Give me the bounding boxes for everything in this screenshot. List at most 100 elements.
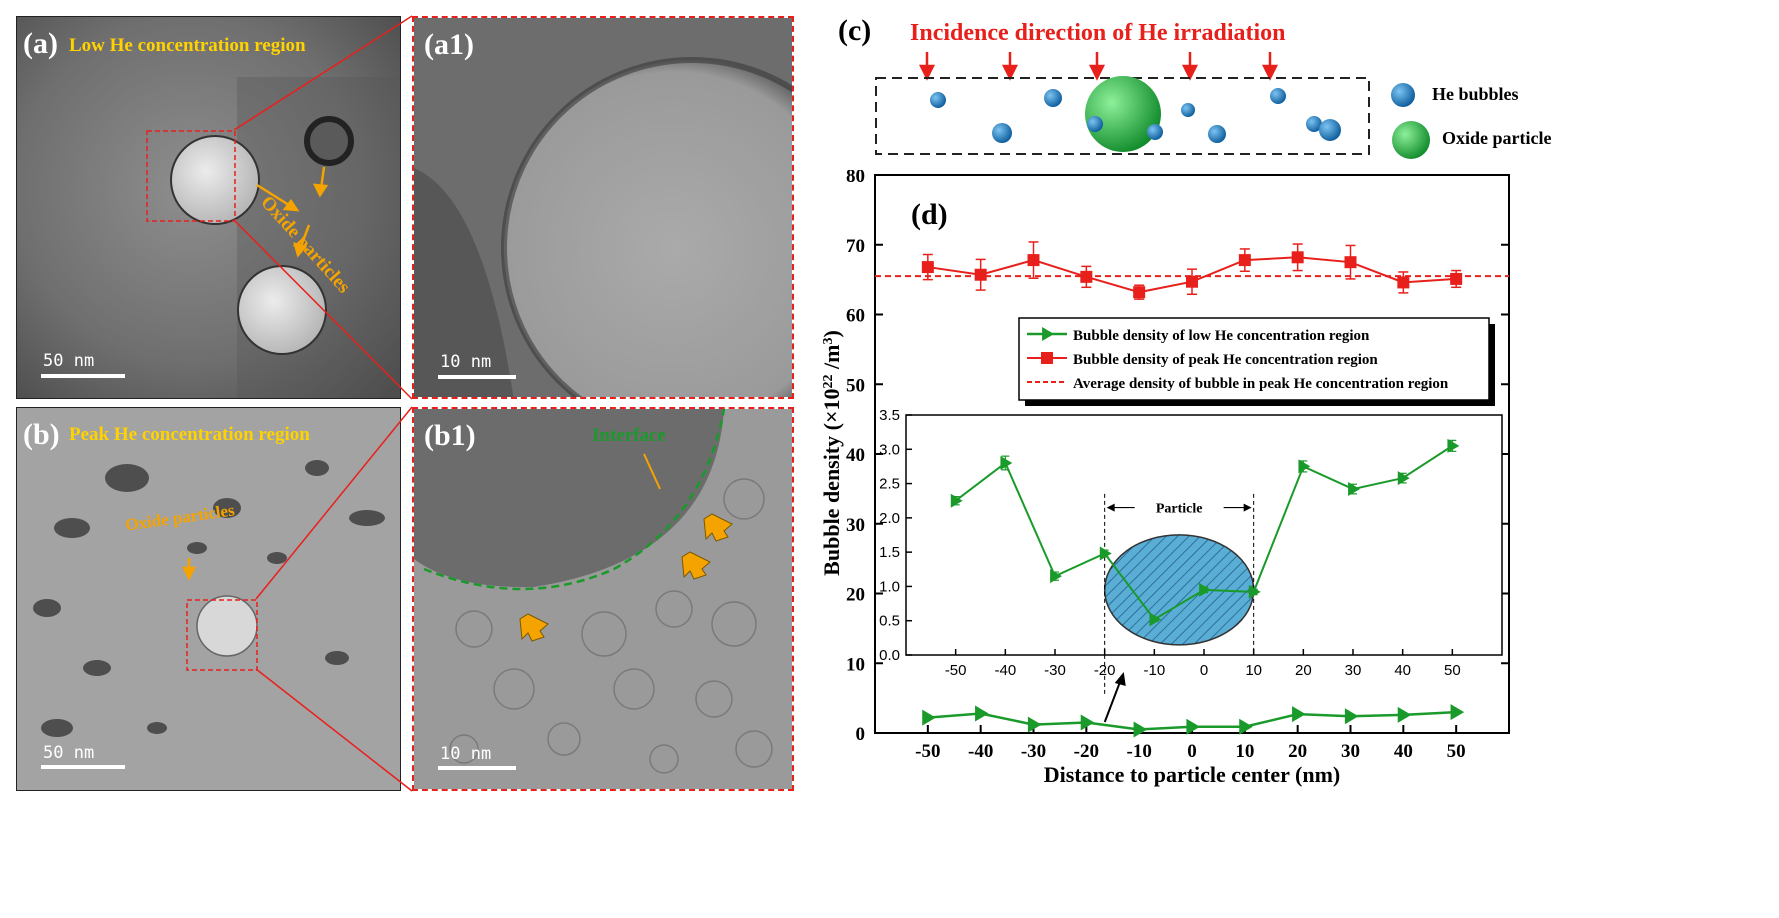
inset-x-tick-label: 10 <box>1245 662 1262 679</box>
peak-data-point <box>1027 254 1040 267</box>
particle-label: Particle <box>1156 502 1203 517</box>
tem-micrograph-a <box>17 17 400 398</box>
peak-data-point <box>1344 256 1357 269</box>
chart-legend: Bubble density of low He concentration r… <box>1018 317 1495 406</box>
low-data-point <box>922 709 936 726</box>
particle-region-ellipse <box>1103 534 1255 646</box>
inset-y-tick-label: 1.5 <box>879 544 900 561</box>
inset-x-tick-label: 30 <box>1345 662 1362 679</box>
x-tick-label: -50 <box>915 741 940 762</box>
particle-span-arrowhead <box>1106 503 1115 512</box>
x-tick-label: 20 <box>1288 741 1307 762</box>
inset-x-tick-label: -50 <box>945 662 967 679</box>
inset-x-tick-label: -40 <box>994 662 1016 679</box>
peak-data-point <box>1133 286 1146 299</box>
scale-bar-b1 <box>438 766 516 770</box>
oxide-particle-closeup <box>504 60 792 397</box>
zoom-box-a <box>146 130 236 222</box>
panel-title-b: Peak He concentration region <box>69 424 310 445</box>
scale-label-b: 50 nm <box>43 743 95 763</box>
y-tick-label: 20 <box>846 585 865 606</box>
peak-data-point <box>1397 276 1410 289</box>
x-tick-label: -20 <box>1074 741 1099 762</box>
low-data-point <box>1450 704 1465 721</box>
low-data-point <box>1027 716 1042 733</box>
low-data-point <box>975 705 989 722</box>
tem-micrograph-a1 <box>414 18 792 397</box>
legend-oxide-particle: Oxide particle <box>1442 128 1552 148</box>
legend-box <box>1018 317 1490 401</box>
arrow-marker <box>681 551 711 580</box>
inset-chart: 0.00.51.01.52.02.53.03.5-50 -40 -30 -20 -10 0… <box>879 407 1503 695</box>
x-tick-label: 0 <box>1187 741 1197 762</box>
inset-x-tick-label: 40 <box>1394 662 1411 679</box>
legend-he-bubbles: He bubbles <box>1432 84 1519 104</box>
inset-y-tick-label: 0.5 <box>879 613 900 630</box>
y-axis-title: Bubble density (×1022 /m3) <box>819 330 844 576</box>
panel-title-a: Low He concentration region <box>69 35 306 56</box>
inset-x-tick-label: 50 <box>1444 662 1461 679</box>
zoom-box-b <box>186 599 258 671</box>
irradiation-arrows <box>918 52 1279 81</box>
arrow-marker <box>703 513 733 542</box>
inset-data-point <box>1099 546 1112 561</box>
interface-line <box>423 409 726 591</box>
x-tick-label: -10 <box>1127 741 1152 762</box>
low-data-point <box>1239 718 1253 735</box>
inset-data-point <box>950 493 963 508</box>
oxide-particle-sphere <box>1085 76 1161 152</box>
x-tick-label: -40 <box>968 741 993 762</box>
oxide-particle <box>196 595 258 657</box>
inset-data-point <box>1000 456 1013 470</box>
peak-data-point <box>1080 270 1093 283</box>
low-data-point <box>1080 714 1095 731</box>
panel-label-c: (c) <box>838 14 872 47</box>
inset-data-point <box>1348 482 1360 497</box>
inset-y-tick-label: 1.0 <box>879 578 900 595</box>
schematic-title: Incidence direction of He irradiation <box>910 20 1286 46</box>
inset-data-point <box>1149 612 1162 627</box>
x-axis-title: Distance to particle center (nm) <box>1044 762 1341 787</box>
inset-data-point <box>1248 584 1261 599</box>
legend-oxide-particle-marker <box>1392 121 1430 159</box>
oxide-particle <box>304 116 354 166</box>
y-tick-label: 30 <box>846 515 865 536</box>
interface-annotation: Interface <box>592 425 666 446</box>
inset-x-tick-label: 0 <box>1200 662 1208 679</box>
y-tick-label: 10 <box>846 654 865 675</box>
low-data-point <box>1292 706 1306 723</box>
tem-image-b: (b) Peak He concentration region Oxide p… <box>16 407 401 791</box>
x-tick-label: 10 <box>1235 741 1254 762</box>
tem-micrograph-b1 <box>414 409 792 789</box>
inset-data-point <box>1298 459 1311 474</box>
tem-image-b1: (b1) Interface 10 nm <box>412 407 794 791</box>
peak-data-point <box>1238 254 1251 267</box>
y-tick-label: 40 <box>846 445 865 466</box>
legend-low-marker <box>1042 327 1054 341</box>
inset-y-tick-label: 3.5 <box>879 407 900 424</box>
tem-image-a1: (a1) 10 nm <box>412 16 794 399</box>
inset-data-point <box>1397 471 1410 486</box>
peak-data-point <box>1291 251 1304 264</box>
y-tick-label: 60 <box>846 306 865 327</box>
peak-data-point <box>1186 275 1198 288</box>
inset-data-point <box>1050 569 1062 584</box>
peak-data-point <box>1450 272 1463 285</box>
y-tick-label: 50 <box>846 375 865 396</box>
legend-entry: Bubble density of low He concentration r… <box>1073 328 1370 344</box>
inset-y-tick-label: 0.0 <box>879 647 900 664</box>
panel-label-a1: (a1) <box>424 28 474 61</box>
inset-y-tick-label: 2.5 <box>879 476 900 493</box>
scale-bar-a1 <box>438 375 516 379</box>
arrow-marker <box>519 613 549 642</box>
schematic-drawing <box>875 52 1430 159</box>
tem-image-a: (a) Low He concentration region Oxide pa… <box>16 16 401 399</box>
zoom-pointer-arrow <box>1103 679 1122 723</box>
panel-label-d: (d) <box>911 198 948 231</box>
inset-x-tick-label: -10 <box>1143 662 1165 679</box>
x-tick-label: 50 <box>1447 741 1466 762</box>
y-tick-label: 70 <box>846 236 865 257</box>
peak-data-point <box>974 268 987 281</box>
inset-x-tick-label: 20 <box>1295 662 1312 679</box>
he-bubble-spheres <box>930 83 1415 143</box>
